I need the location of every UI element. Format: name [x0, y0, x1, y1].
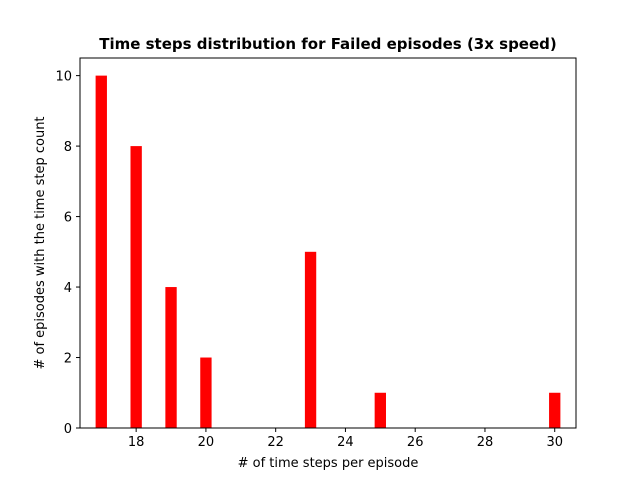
bar-25 [374, 392, 386, 428]
bar-20 [200, 357, 212, 428]
x-tick-label: 26 [407, 435, 424, 450]
x-tick-label: 24 [337, 435, 354, 450]
x-tick-label: 20 [198, 435, 215, 450]
bar-17 [95, 75, 107, 428]
x-tick-label: 22 [267, 435, 284, 450]
x-axis: 18 20 22 24 26 28 30 [128, 428, 563, 450]
y-tick-label: 4 [64, 281, 72, 296]
y-axis-label: # of episodes with the time step count [33, 116, 48, 369]
chart-title: Time steps distribution for Failed episo… [99, 35, 557, 53]
x-tick-label: 18 [128, 435, 145, 450]
y-tick-label: 6 [64, 211, 72, 226]
y-tick-label: 0 [64, 422, 72, 437]
bar-18 [130, 146, 142, 428]
bar-30 [549, 392, 561, 428]
y-tick-label: 2 [64, 352, 72, 367]
y-tick-label: 10 [55, 70, 72, 85]
bars-group [95, 75, 561, 428]
x-tick-label: 30 [546, 435, 563, 450]
y-tick-label: 8 [64, 140, 72, 155]
bar-19 [165, 287, 177, 428]
x-axis-label: # of time steps per episode [238, 456, 419, 471]
y-axis: 0 2 4 6 8 10 [55, 70, 80, 437]
x-tick-label: 28 [477, 435, 494, 450]
bar-23 [304, 251, 317, 428]
plot-frame [79, 57, 577, 429]
